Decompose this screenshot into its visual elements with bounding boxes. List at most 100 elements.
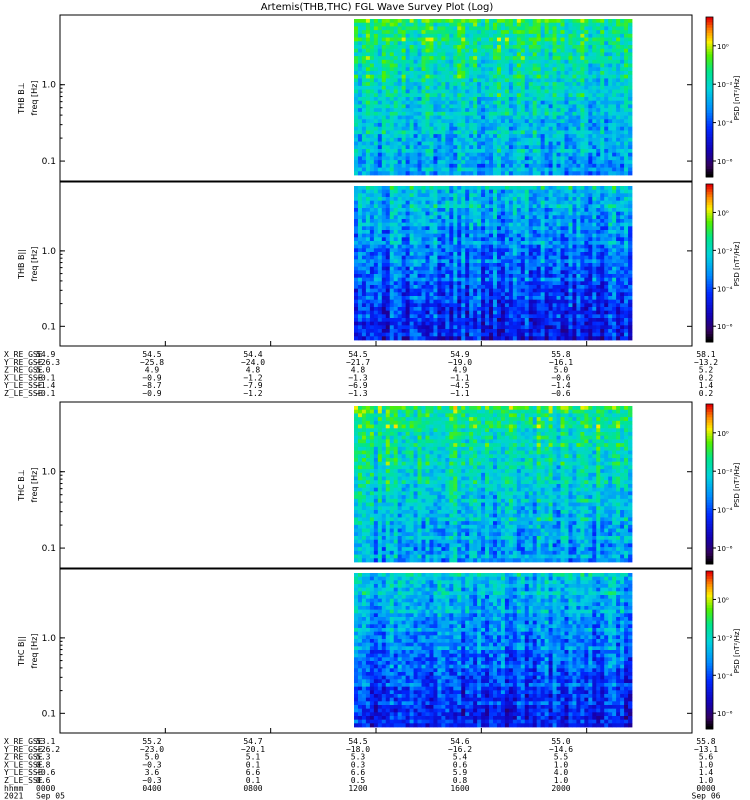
spectrogram-cell: [500, 233, 506, 238]
spectrogram-cell: [500, 171, 506, 176]
spectrogram-cell: [469, 123, 474, 128]
spectrogram-cell: [560, 30, 565, 35]
spectrogram-cell: [536, 115, 542, 120]
spectrogram-cell: [365, 19, 371, 24]
spectrogram-cell: [516, 277, 522, 282]
spectrogram-cell: [512, 171, 518, 176]
panel-frame: [59, 14, 693, 182]
spectrogram-cell: [425, 244, 430, 249]
colorbar-segment: [706, 174, 713, 178]
spectrogram-cell: [548, 160, 553, 165]
spectrogram-cell: [401, 82, 407, 87]
spectrogram-cell: [548, 167, 553, 172]
spectrogram-cell: [556, 230, 561, 235]
spectrogram-cell: [369, 37, 375, 42]
spectrogram-cell: [397, 63, 403, 68]
spectrogram-cell: [520, 59, 526, 64]
spectrogram-cell: [473, 226, 478, 231]
spectrogram-cell: [556, 41, 561, 46]
spectrogram-cell: [453, 186, 458, 191]
spectrogram-cell: [381, 59, 387, 64]
spectrogram-cell: [389, 204, 395, 209]
spectrogram-cell: [552, 208, 557, 213]
spectrogram-cell: [425, 285, 430, 290]
spectrogram-cell: [465, 93, 470, 98]
spectrogram-cell: [560, 163, 565, 168]
spectrogram-cell: [532, 130, 538, 135]
y-label-probe: THB B⊥: [17, 82, 26, 114]
spectrogram-cell: [377, 74, 383, 79]
spectrogram-cell: [437, 252, 442, 257]
spectrogram-cell: [508, 281, 514, 286]
spectrogram-cell: [433, 37, 438, 42]
spectrogram-cell: [560, 285, 565, 290]
spectrogram-cell: [381, 193, 387, 198]
spectrogram-cell: [437, 211, 442, 216]
spectrogram-cell: [453, 134, 458, 139]
spectrogram-cell: [413, 134, 418, 139]
spectrogram-cell: [437, 97, 442, 102]
spectrogram-cell: [588, 63, 593, 68]
colorbar-segment: [706, 86, 713, 90]
spectrogram-cell: [453, 200, 458, 205]
spectrogram-cell: [620, 274, 625, 279]
spectrogram-cell: [528, 74, 534, 79]
spectrogram-cell: [588, 208, 593, 213]
spectrogram-cell: [429, 130, 434, 135]
spectrogram-cell: [508, 197, 514, 202]
spectrogram-cell: [520, 134, 526, 139]
spectrogram-cell: [469, 104, 474, 109]
spectrogram-cell: [616, 160, 621, 165]
spectrogram-cell: [421, 145, 426, 150]
spectrogram-cell: [389, 237, 395, 242]
spectrogram-cell: [524, 163, 530, 168]
spectrogram-cell: [580, 93, 585, 98]
spectrogram-cell: [389, 186, 395, 191]
spectrogram-cell: [354, 97, 359, 102]
spectrogram-cell: [556, 171, 561, 176]
spectrogram-cell: [592, 171, 597, 176]
spectrogram-cell: [473, 74, 478, 79]
spectrogram-cell: [473, 189, 478, 194]
spectrogram-cell: [389, 63, 395, 68]
spectrogram-cell: [357, 115, 363, 120]
spectrogram-cell: [429, 186, 434, 191]
spectrogram-cell: [600, 274, 605, 279]
spectrogram-cell: [413, 67, 418, 72]
spectrogram-cell: [600, 230, 605, 235]
spectrogram-cell: [548, 74, 553, 79]
spectrogram-cell: [628, 78, 633, 83]
spectrogram-cell: [588, 244, 593, 249]
spectrogram-cell: [548, 26, 553, 31]
spectrogram-cell: [453, 89, 458, 94]
spectrogram-cell: [548, 219, 553, 224]
spectrogram-cell: [532, 163, 538, 168]
spectrogram-cell: [560, 211, 565, 216]
spectrogram-cell: [405, 26, 410, 31]
spectrogram-cell: [628, 171, 633, 176]
colorbar-segment: [706, 147, 713, 151]
spectrogram-cell: [393, 100, 399, 105]
spectrogram-cell: [560, 171, 565, 176]
spectrogram-cell: [608, 241, 613, 246]
spectrogram-cell: [453, 48, 458, 53]
colorbar-segment: [706, 35, 713, 39]
spectrogram-cell: [473, 37, 478, 42]
spectrogram-cell: [616, 100, 621, 105]
spectrogram-cell: [596, 22, 601, 27]
spectrogram-cell: [576, 56, 581, 61]
spectrogram-cell: [473, 259, 478, 264]
spectrogram-cell: [361, 78, 367, 83]
spectrogram-cell: [508, 134, 514, 139]
spectrogram-cell: [540, 285, 546, 290]
spectrogram-cell: [580, 281, 585, 286]
spectrogram-cell: [564, 233, 569, 238]
spectrogram-cell: [401, 137, 407, 142]
spectrogram-cell: [604, 104, 609, 109]
spectrogram-cell: [620, 152, 625, 157]
spectrogram-cell: [516, 259, 522, 264]
spectrogram-cell: [600, 252, 605, 257]
spectrogram-cell: [564, 82, 569, 87]
spectrogram-cell: [524, 274, 530, 279]
spectrogram-cell: [481, 259, 486, 264]
